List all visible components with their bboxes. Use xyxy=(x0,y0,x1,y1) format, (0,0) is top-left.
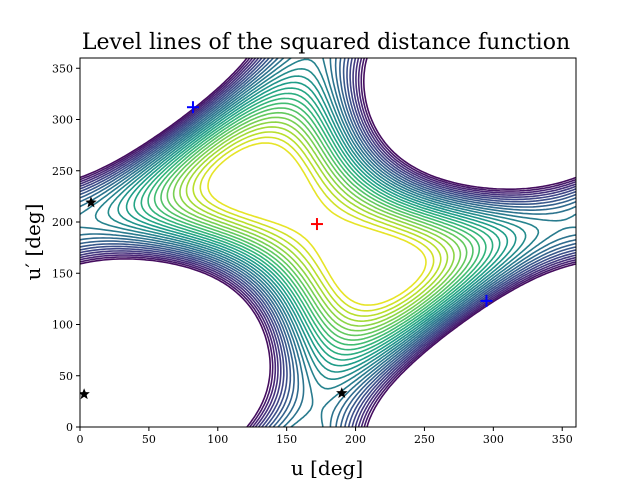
star-marker xyxy=(85,196,97,208)
x-axis-label: u [deg] xyxy=(291,456,363,480)
x-tick-label: 50 xyxy=(142,433,156,446)
contour-level xyxy=(179,121,455,327)
contour-level xyxy=(80,58,576,427)
contour-level xyxy=(80,58,576,427)
contour-level xyxy=(80,58,576,427)
contour-level xyxy=(80,58,576,427)
contour-level xyxy=(125,81,509,367)
minimum-marker xyxy=(186,101,199,114)
x-tick-label: 300 xyxy=(483,433,504,446)
contour-level xyxy=(94,58,540,390)
minimum-marker xyxy=(480,294,493,307)
markers xyxy=(80,101,493,400)
x-axis-ticks: 0 50 100 150 200 250 300 350 xyxy=(77,427,573,446)
x-tick-label: 150 xyxy=(276,433,297,446)
star-marker xyxy=(336,387,348,398)
x-tick-label: 200 xyxy=(345,433,366,446)
contour-level xyxy=(160,107,474,341)
y-tick-label: 300 xyxy=(52,114,73,127)
contour-level xyxy=(80,58,576,427)
x-tick-label: 350 xyxy=(552,433,573,446)
y-axis-ticks: 0 50 100 150 200 250 300 350 xyxy=(52,62,80,434)
contour-level xyxy=(153,102,481,346)
x-tick-label: 100 xyxy=(207,433,228,446)
contour-level xyxy=(80,58,576,427)
contour-level xyxy=(80,58,576,427)
contour-level xyxy=(147,97,487,351)
y-tick-label: 250 xyxy=(52,165,73,178)
contour-level xyxy=(199,136,435,312)
x-tick-label: 250 xyxy=(414,433,435,446)
contour-level xyxy=(117,75,517,373)
contour-level xyxy=(166,111,468,337)
contour-level xyxy=(80,58,576,427)
x-tick-label: 0 xyxy=(77,433,84,446)
chart-title: Level lines of the squared distance func… xyxy=(82,30,570,55)
y-tick-label: 0 xyxy=(66,421,73,434)
y-tick-label: 350 xyxy=(52,62,73,75)
contour-lines xyxy=(80,58,576,427)
y-tick-label: 100 xyxy=(52,319,73,332)
contour-level xyxy=(80,58,576,427)
contour-level xyxy=(140,92,494,356)
contour-level xyxy=(172,116,462,332)
y-tick-label: 50 xyxy=(59,370,73,383)
star-marker xyxy=(80,388,90,400)
contour-level xyxy=(80,58,576,427)
contour-level xyxy=(192,131,442,317)
contour-level xyxy=(185,126,449,322)
y-tick-label: 200 xyxy=(52,216,73,229)
contour-level xyxy=(107,68,527,380)
y-axis-label: u′ [deg] xyxy=(21,204,45,281)
y-tick-label: 150 xyxy=(52,267,73,280)
contour-level xyxy=(207,142,427,306)
plot-frame xyxy=(79,57,577,428)
maximum-marker xyxy=(310,218,323,231)
contour-level xyxy=(133,87,501,361)
